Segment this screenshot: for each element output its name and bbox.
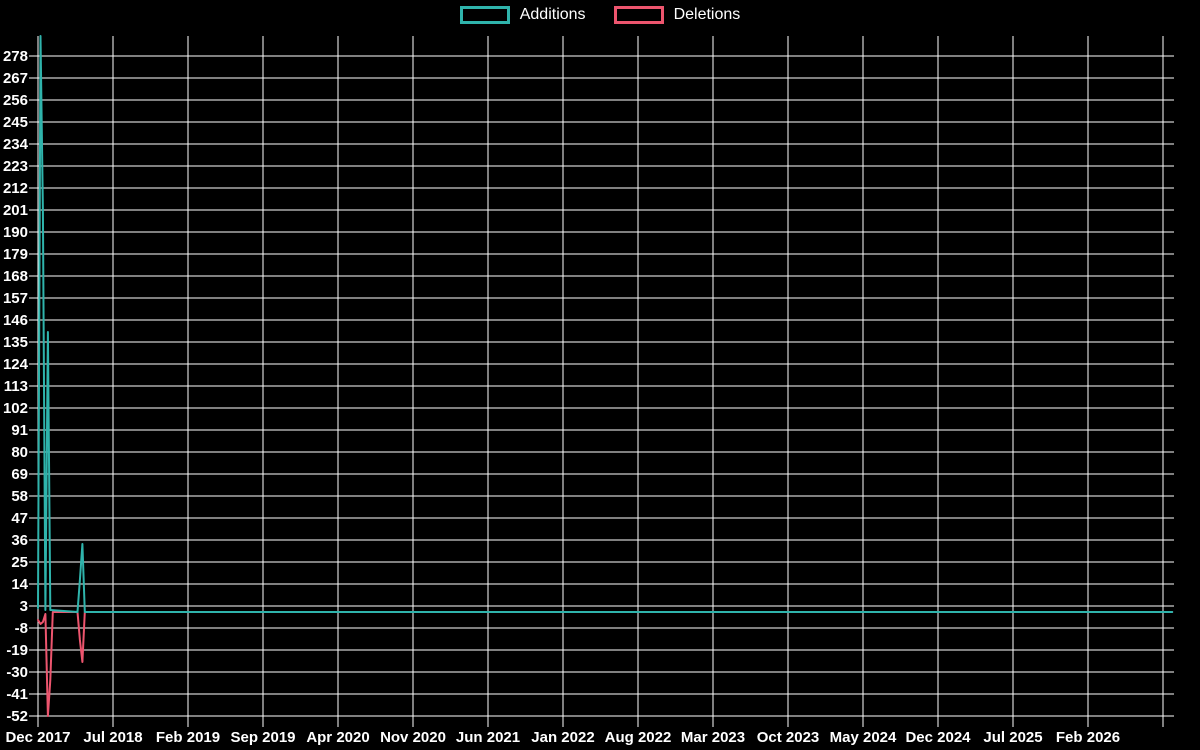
x-tick-label: Oct 2023: [757, 729, 820, 746]
y-tick-label: 58: [11, 488, 28, 505]
additions-swatch-icon: [459, 6, 510, 24]
y-tick-label: 212: [3, 180, 28, 197]
y-tick-label: 14: [11, 576, 28, 593]
chart-legend: Additions Deletions: [0, 6, 1200, 24]
y-tick-label: 3: [20, 598, 28, 615]
y-tick-label: 102: [3, 400, 28, 417]
y-tick-label: 267: [3, 70, 28, 87]
y-tick-label: -52: [6, 708, 28, 725]
y-tick-label: 245: [3, 114, 28, 131]
y-tick-label: 278: [3, 48, 28, 65]
y-tick-label: 36: [11, 532, 28, 549]
x-tick-label: Jun 2021: [456, 729, 520, 746]
legend-item-deletions[interactable]: Deletions: [613, 6, 741, 24]
y-tick-label: -19: [6, 642, 28, 659]
series-line-deletions: [37, 611, 1174, 717]
y-tick-label: 146: [3, 312, 28, 329]
x-tick-label: Jul 2025: [983, 729, 1042, 746]
x-tick-label: Apr 2020: [306, 729, 369, 746]
y-tick-label: 47: [11, 510, 28, 527]
y-tick-label: 91: [11, 422, 28, 439]
y-tick-label: 234: [3, 136, 29, 153]
x-tick-label: Sep 2019: [230, 729, 295, 746]
legend-label-additions: Additions: [519, 6, 586, 23]
y-tick-label: -41: [6, 686, 28, 703]
y-tick-label: 256: [3, 92, 28, 109]
y-tick-label: 157: [3, 290, 28, 307]
series-line-additions: [37, 35, 1174, 613]
y-tick-label: 135: [3, 334, 28, 351]
y-tick-label: 69: [11, 466, 28, 483]
y-tick-label: -8: [15, 620, 28, 637]
y-tick-label: -30: [6, 664, 28, 681]
x-tick-label: Dec 2017: [5, 729, 70, 746]
x-tick-label: Dec 2024: [905, 729, 971, 746]
y-tick-label: 223: [3, 158, 28, 175]
deletions-swatch-icon: [613, 6, 664, 24]
x-tick-label: Aug 2022: [605, 729, 672, 746]
y-tick-label: 168: [3, 268, 28, 285]
x-tick-label: Feb 2026: [1056, 729, 1120, 746]
x-tick-label: Nov 2020: [380, 729, 446, 746]
y-tick-label: 124: [3, 356, 29, 373]
y-tick-label: 80: [11, 444, 28, 461]
y-tick-label: 25: [11, 554, 28, 571]
legend-item-additions[interactable]: Additions: [459, 6, 586, 24]
x-tick-label: Mar 2023: [681, 729, 745, 746]
y-tick-label: 190: [3, 224, 28, 241]
x-tick-label: Jan 2022: [531, 729, 594, 746]
x-tick-label: Jul 2018: [83, 729, 142, 746]
legend-label-deletions: Deletions: [673, 6, 741, 23]
y-tick-label: 201: [3, 202, 28, 219]
x-tick-label: May 2024: [830, 729, 897, 746]
y-tick-label: 113: [4, 378, 28, 395]
y-tick-label: 179: [3, 246, 28, 263]
x-tick-label: Feb 2019: [156, 729, 220, 746]
